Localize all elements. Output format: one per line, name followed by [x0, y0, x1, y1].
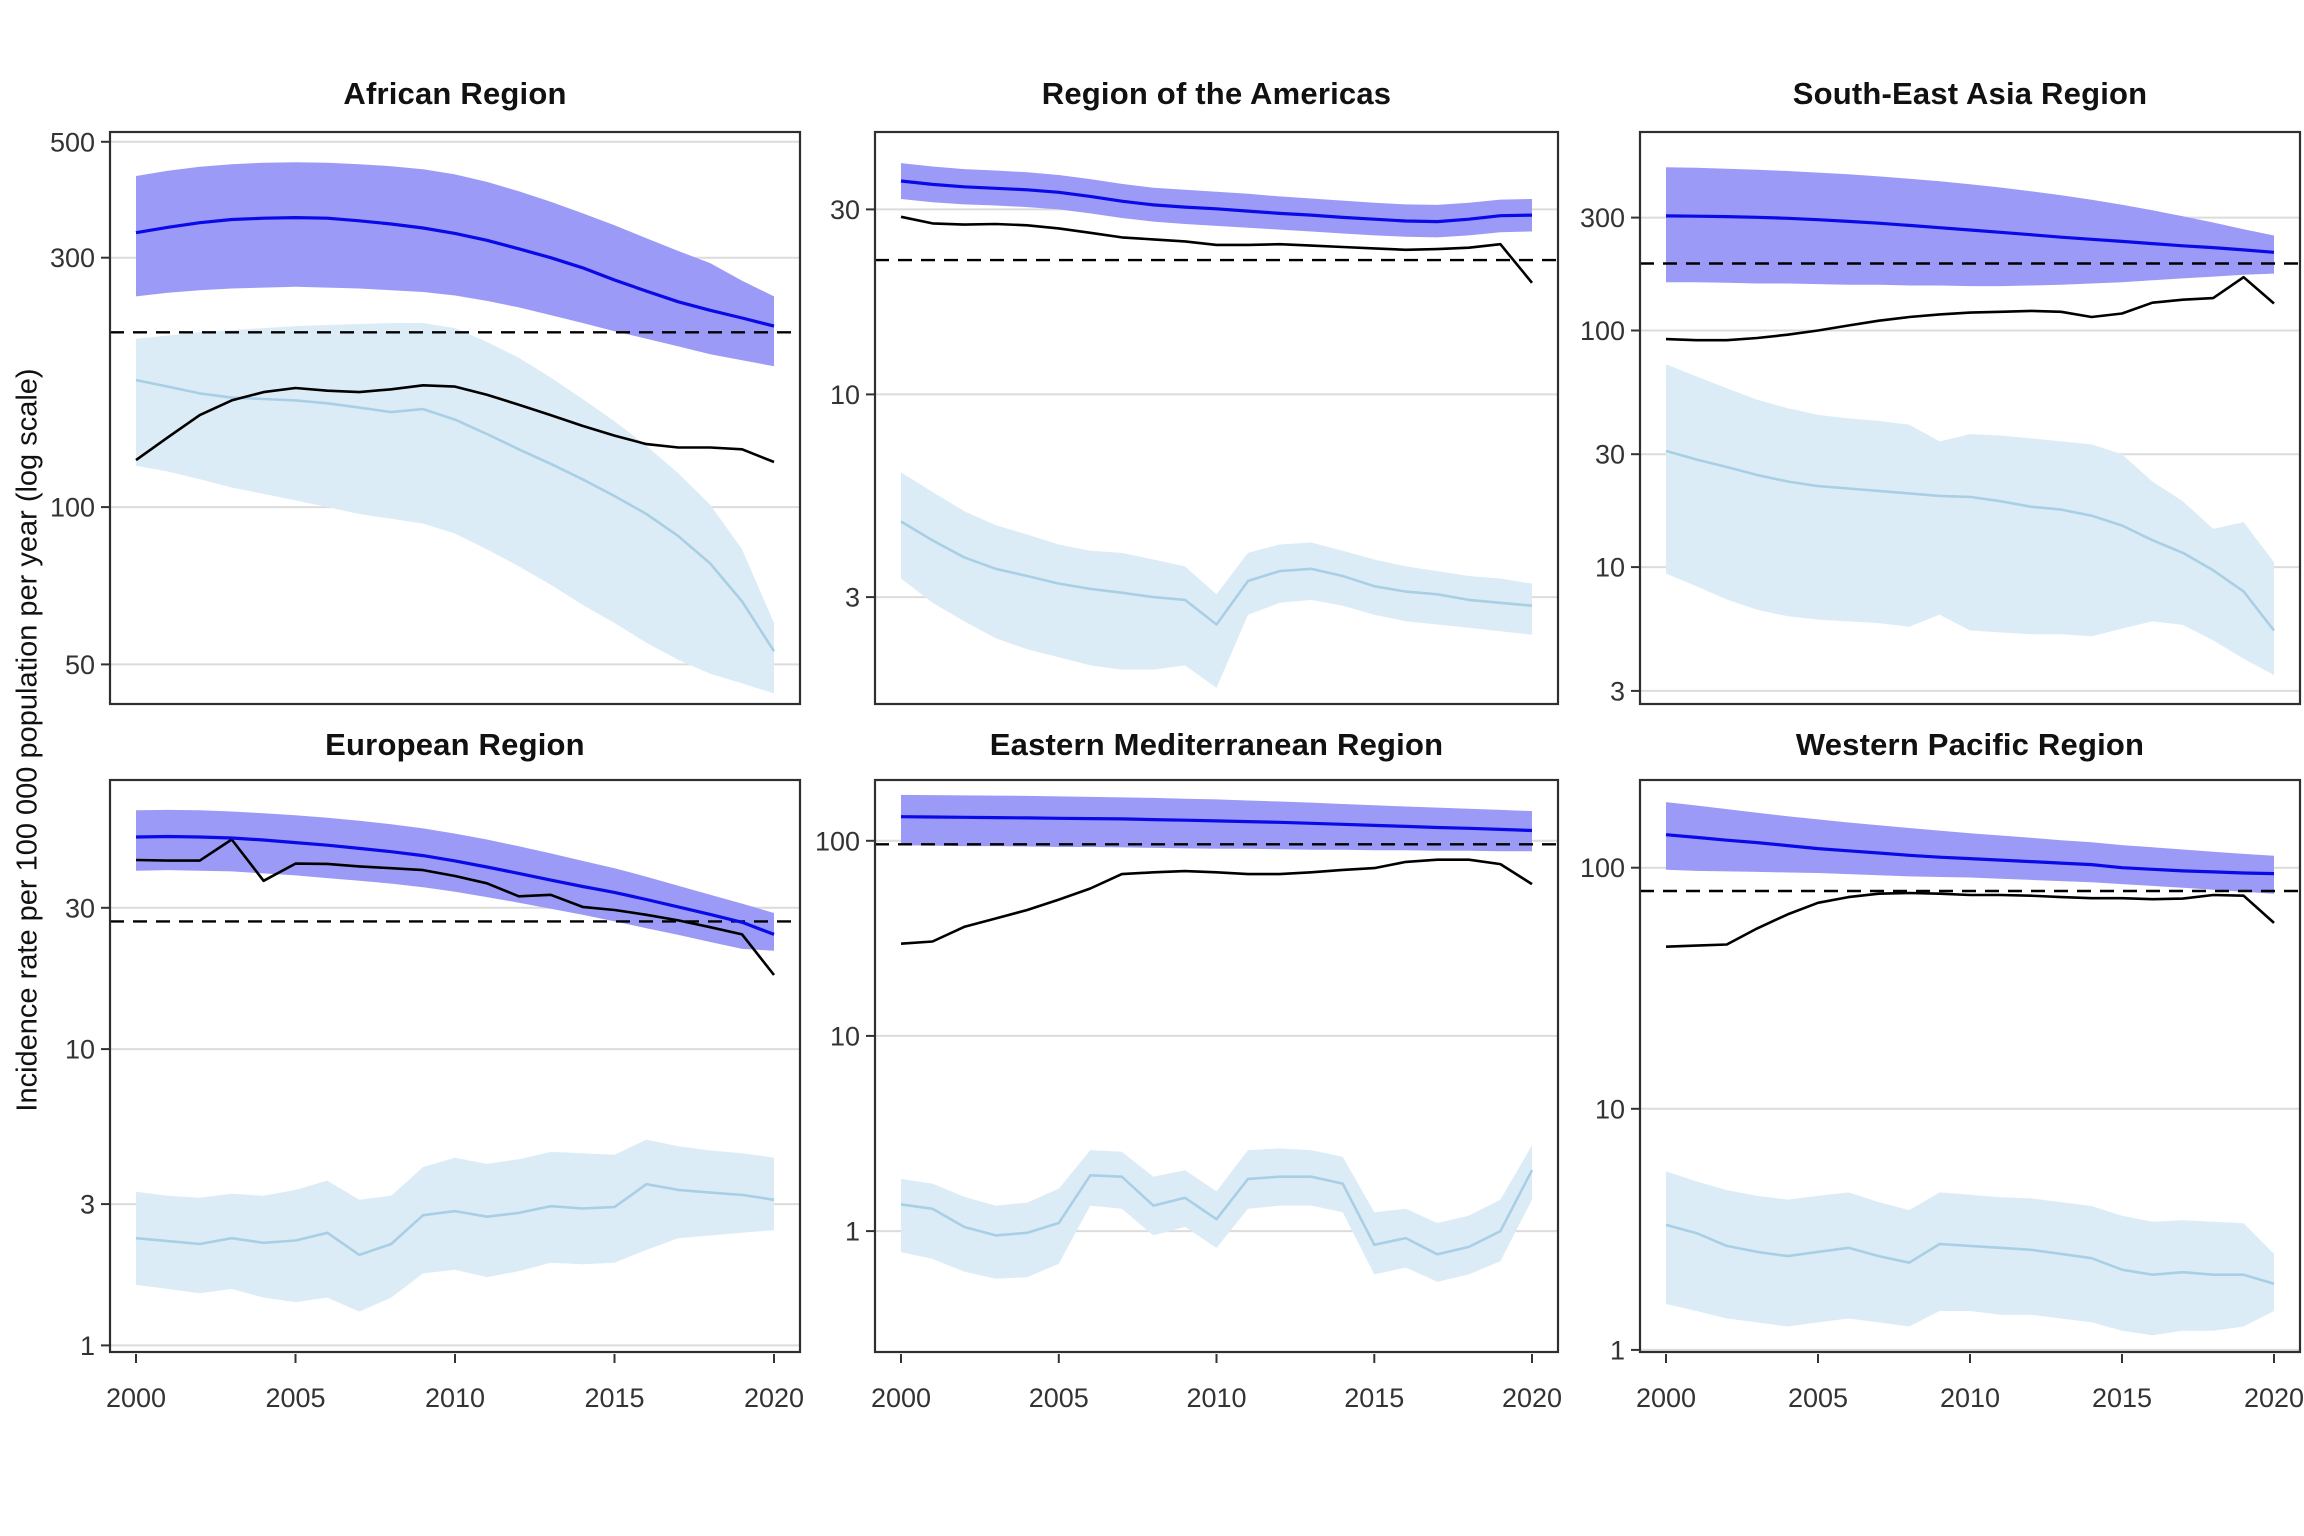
blue-line: [135, 216, 775, 328]
blue-line: [900, 815, 1533, 833]
lightblue-line: [135, 1182, 775, 1257]
svg-text:500: 500: [50, 127, 95, 157]
black-line: [1665, 275, 2275, 342]
x-axis-ticks: 2000 2005 2010 2015 2020: [106, 1354, 804, 1413]
panel-border: [1638, 778, 2302, 1354]
panel-title-european-region: European Region: [325, 727, 585, 762]
svg-text:2015: 2015: [1344, 1383, 1404, 1413]
svg-text:30: 30: [1595, 440, 1625, 470]
blue-ribbon: [136, 162, 774, 367]
y-axis-ticks: 30 10 3: [830, 195, 874, 613]
black-line: [900, 215, 1534, 284]
blue-line: [135, 834, 775, 936]
blue-ribbon: [901, 163, 1532, 238]
svg-text:2000: 2000: [1636, 1383, 1696, 1413]
black-line: [135, 383, 775, 464]
svg-text:300: 300: [50, 243, 95, 273]
svg-text:300: 300: [1580, 203, 1625, 233]
lightblue-line: [900, 520, 1533, 626]
lightblue-line: [1665, 449, 2276, 632]
svg-text:10: 10: [65, 1035, 95, 1065]
svg-text:2000: 2000: [106, 1383, 166, 1413]
svg-text:10: 10: [1595, 1094, 1625, 1124]
y-axis-ticks: 100 10 1: [815, 826, 874, 1247]
lightblue-line: [1665, 1223, 2275, 1286]
panel-border: [873, 130, 1560, 706]
y-axis-ticks: 30 10 3 1: [65, 893, 109, 1361]
svg-text:2010: 2010: [425, 1383, 485, 1413]
european-region-chart: 30 10 3 1 2000 2005 2010 2015 2020: [65, 778, 804, 1413]
black-line: [135, 838, 776, 976]
blue-ribbon: [1666, 802, 2274, 894]
african-region-chart: 500 300 100 50: [50, 127, 802, 706]
x-axis-ticks: 2000 2005 2010 2015 2020: [1636, 1354, 2304, 1413]
svg-text:30: 30: [65, 893, 95, 923]
svg-text:2020: 2020: [744, 1383, 804, 1413]
x-axis-ticks: 2000 2005 2010 2015 2020: [871, 1354, 1562, 1413]
lightblue-ribbon: [1666, 1171, 2274, 1336]
panel-border: [108, 778, 802, 1354]
svg-text:10: 10: [1595, 553, 1625, 583]
black-line: [900, 858, 1533, 945]
lightblue-line: [900, 1169, 1534, 1256]
svg-text:10: 10: [830, 1021, 860, 1051]
svg-text:100: 100: [1580, 316, 1625, 346]
lightblue-ribbon: [901, 472, 1532, 688]
panel-border: [1638, 130, 2302, 706]
y-axis-ticks: 300 100 30 10 3: [1580, 203, 1639, 706]
svg-text:1: 1: [1610, 1335, 1625, 1365]
panel-border: [873, 778, 1560, 1354]
panel-title-eastern-mediterranean-region: Eastern Mediterranean Region: [989, 727, 1444, 762]
svg-text:3: 3: [80, 1190, 95, 1220]
western-pacific-region-chart: 100 10 1 2000 2005 2010 2015 2020: [1580, 778, 2304, 1413]
svg-text:2020: 2020: [2244, 1383, 2304, 1413]
svg-text:2010: 2010: [1940, 1383, 2000, 1413]
gridlines: [875, 839, 1558, 1233]
svg-text:1: 1: [845, 1217, 860, 1247]
y-axis-ticks: 100 10 1: [1580, 853, 1639, 1365]
panel-border: [108, 130, 802, 706]
blue-ribbon: [136, 809, 774, 951]
svg-text:50: 50: [65, 650, 95, 680]
svg-text:10: 10: [830, 380, 860, 410]
panel-title-western-pacific-region: Western Pacific Region: [1795, 727, 2145, 762]
panel-title-region-of-the-americas: Region of the Americas: [1041, 76, 1392, 111]
svg-text:1: 1: [80, 1331, 95, 1361]
lightblue-ribbon: [136, 1139, 774, 1312]
svg-text:100: 100: [1580, 853, 1625, 883]
lightblue-ribbon: [136, 323, 774, 694]
svg-text:2020: 2020: [1502, 1383, 1562, 1413]
region-of-the-americas-chart: 30 10 3: [830, 130, 1560, 706]
south-east-asia-region-chart: 300 100 30 10 3: [1580, 130, 2302, 706]
svg-text:3: 3: [1610, 676, 1625, 706]
svg-text:2005: 2005: [1788, 1383, 1848, 1413]
svg-text:100: 100: [50, 493, 95, 523]
svg-text:100: 100: [815, 826, 860, 856]
svg-text:2000: 2000: [871, 1383, 931, 1413]
svg-text:2010: 2010: [1186, 1383, 1246, 1413]
black-line: [1665, 891, 2275, 948]
svg-text:2015: 2015: [584, 1383, 644, 1413]
blue-line: [900, 179, 1533, 224]
svg-text:2005: 2005: [265, 1383, 325, 1413]
lightblue-ribbon: [1666, 364, 2274, 675]
svg-text:2015: 2015: [2092, 1383, 2152, 1413]
blue-line: [1665, 833, 2275, 876]
blue-line: [1665, 214, 2275, 254]
blue-ribbon: [1666, 167, 2274, 287]
lightblue-ribbon: [901, 1145, 1532, 1282]
panel-title-south-east-asia-region: South-East Asia Region: [1792, 76, 2148, 111]
y-axis-ticks: 500 300 100 50: [50, 127, 109, 680]
eastern-mediterranean-region-chart: 100 10 1 2000 2005 2010 2015 2020: [815, 778, 1562, 1413]
blue-ribbon: [901, 794, 1532, 852]
panel-title-african-region: African Region: [343, 76, 567, 111]
svg-text:2005: 2005: [1029, 1383, 1089, 1413]
svg-text:30: 30: [830, 195, 860, 225]
svg-text:3: 3: [845, 583, 860, 613]
